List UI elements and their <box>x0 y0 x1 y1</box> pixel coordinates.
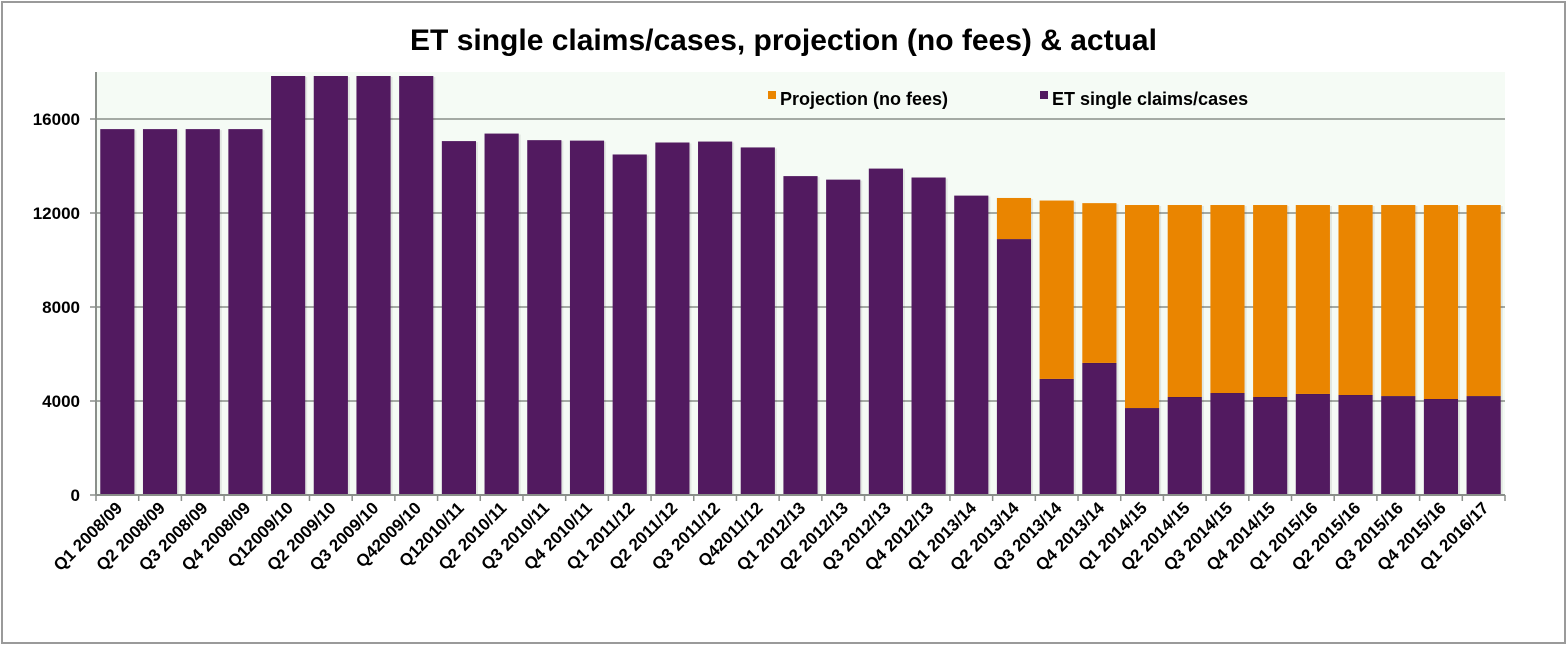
y-tick-label: 4000 <box>42 392 80 411</box>
bar-et-claims <box>356 75 391 496</box>
chart-title: ET single claims/cases, projection (no f… <box>410 24 1157 57</box>
bar-projection <box>1381 205 1416 397</box>
bar-et-claims <box>783 176 818 496</box>
bar-et-claims <box>1082 362 1117 495</box>
bar-et-claims <box>996 239 1032 495</box>
bar-et-claims <box>1381 396 1416 495</box>
bar-et-claims <box>399 75 434 496</box>
bar-et-claims <box>527 140 562 495</box>
bar-et-claims <box>612 154 647 496</box>
bar-projection <box>1466 205 1501 397</box>
bar-et-claims <box>740 147 775 495</box>
bar-projection <box>1338 205 1373 396</box>
bar-et-claims <box>313 75 348 496</box>
bar-et-claims <box>911 177 946 495</box>
bar-projection <box>1167 205 1202 398</box>
bar-et-claims <box>1039 378 1074 495</box>
legend-label: ET single claims/cases <box>1052 89 1248 109</box>
bar-et-claims <box>1466 396 1501 495</box>
bar-et-claims <box>142 129 178 496</box>
bar-et-claims <box>441 141 477 495</box>
bar-et-claims <box>100 129 135 496</box>
bar-et-claims <box>1338 395 1373 495</box>
bar-et-claims <box>868 168 903 495</box>
bar-projection <box>1082 203 1117 363</box>
legend-swatch <box>1040 91 1048 99</box>
bar-projection <box>1253 205 1288 398</box>
y-tick-label: 16000 <box>33 110 80 129</box>
bar-projection <box>1423 205 1459 400</box>
y-tick-label: 8000 <box>42 298 80 317</box>
bar-et-claims <box>569 140 605 495</box>
y-tick-label: 0 <box>71 486 80 505</box>
bar-projection <box>1124 205 1160 409</box>
bar-et-claims <box>655 142 690 495</box>
bar-projection <box>1039 200 1074 379</box>
bar-et-claims <box>698 141 733 495</box>
bar-et-claims <box>954 195 989 496</box>
legend-swatch <box>768 91 776 99</box>
bar-et-claims <box>1124 408 1160 495</box>
bar-et-claims <box>228 129 263 496</box>
bar-et-claims <box>271 75 306 496</box>
bar-et-claims <box>185 129 220 496</box>
bar-et-claims <box>484 133 519 495</box>
bar-et-claims <box>826 179 861 495</box>
bar-et-claims <box>1295 393 1330 495</box>
bar-projection <box>996 197 1032 240</box>
y-tick-label: 12000 <box>33 204 80 223</box>
bar-et-claims <box>1253 397 1288 495</box>
bar-et-claims <box>1210 393 1245 495</box>
bar-et-claims <box>1423 399 1459 495</box>
bar-projection <box>1210 205 1245 394</box>
bar-projection <box>1295 205 1330 394</box>
legend-label: Projection (no fees) <box>780 89 948 109</box>
bar-et-claims <box>1167 397 1202 495</box>
